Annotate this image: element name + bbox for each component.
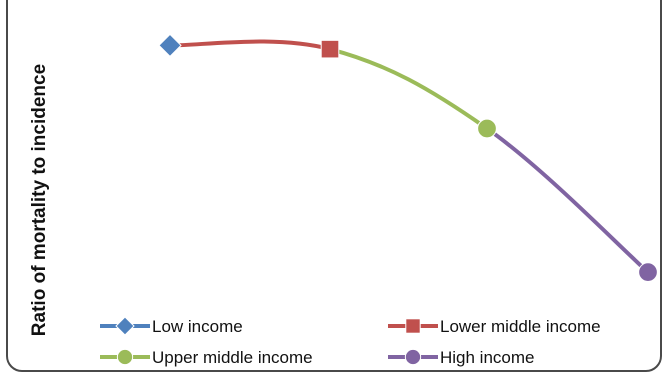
legend-label: Lower middle income (440, 317, 601, 336)
legend-item-1: Low income (100, 316, 243, 336)
legend-item-4: High income (388, 348, 535, 367)
legend-label: High income (440, 348, 535, 367)
data-point-2 (320, 39, 340, 59)
line-segment-1 (168, 39, 332, 52)
data-point-4 (638, 262, 658, 283)
legend-label: Upper middle income (152, 348, 313, 367)
line-segment-3 (485, 126, 650, 275)
chart-frame (6, 0, 662, 372)
legend-marker-1 (115, 316, 135, 336)
data-point-1 (158, 33, 182, 58)
data-point-3 (477, 118, 497, 139)
line-segment-2 (328, 47, 489, 131)
legend-marker-4 (404, 348, 422, 366)
legend-label: Low income (152, 317, 243, 336)
legend-item-3: Upper middle income (100, 348, 313, 367)
legend-marker-2 (405, 318, 421, 334)
legend-item-2: Lower middle income (388, 317, 601, 336)
legend-marker-3 (116, 348, 134, 366)
